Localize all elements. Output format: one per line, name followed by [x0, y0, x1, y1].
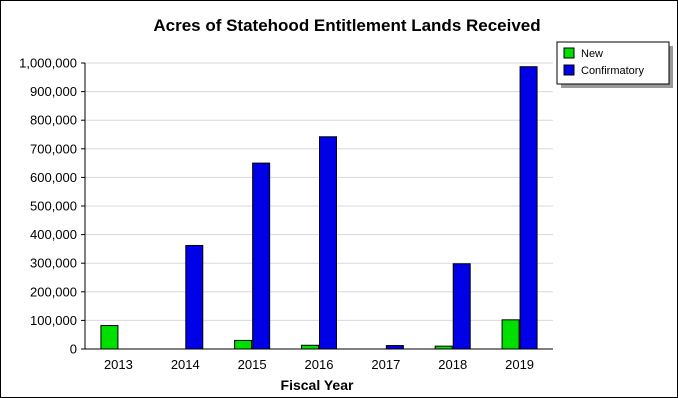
bar-confirmatory-2017 [385, 345, 404, 350]
bar-new-2016 [301, 344, 319, 350]
y-tick-labels: 0 100,000 200,000 300,000 400,000 500,000 600,… [19, 56, 85, 357]
legend-swatch-new [563, 47, 575, 59]
bar-new-2015 [234, 339, 253, 350]
y-tick-label: 100,000 [30, 313, 77, 328]
x-axis-title: Fiscal Year [281, 377, 354, 393]
y-tick-label: 600,000 [30, 170, 77, 185]
y-tick-label: 400,000 [30, 227, 77, 242]
x-tick-label: 2019 [505, 357, 534, 372]
legend-label-new: New [581, 48, 603, 60]
legend: New Confirmatory [556, 41, 673, 88]
y-tick-label: 300,000 [30, 256, 77, 271]
x-tick-label: 2013 [104, 357, 133, 372]
y-tick-label: 800,000 [30, 113, 77, 128]
bar-new-2019 [501, 319, 520, 350]
legend-swatch-confirmatory [563, 64, 575, 76]
bars [100, 66, 538, 350]
bar-confirmatory-2014 [185, 244, 204, 350]
y-tick-label: 700,000 [30, 141, 77, 156]
y-tick-label: 1,000,000 [19, 56, 77, 71]
y-tick-label: 900,000 [30, 84, 77, 99]
x-tick-label: 2018 [438, 357, 467, 372]
x-tick-label: 2015 [238, 357, 267, 372]
bar-confirmatory-2015 [252, 162, 271, 350]
bar-new-2013 [100, 325, 119, 350]
y-tick-label: 200,000 [30, 284, 77, 299]
y-tick-label: 500,000 [30, 199, 77, 214]
chart-title: Acres of Statehood Entitlement Lands Rec… [153, 16, 540, 35]
legend-box [556, 41, 670, 85]
bar-confirmatory-2019 [519, 66, 538, 350]
legend-label-confirmatory: Confirmatory [581, 65, 644, 77]
x-tick-label: 2016 [305, 357, 334, 372]
bar-confirmatory-2018 [452, 263, 471, 350]
x-tick-label: 2017 [371, 357, 400, 372]
x-tick-labels: 2013 2014 2015 2016 2017 2018 2019 [104, 357, 534, 372]
y-tick-label: 0 [70, 342, 77, 357]
x-tick-label: 2014 [171, 357, 200, 372]
bar-confirmatory-2016 [319, 136, 337, 350]
